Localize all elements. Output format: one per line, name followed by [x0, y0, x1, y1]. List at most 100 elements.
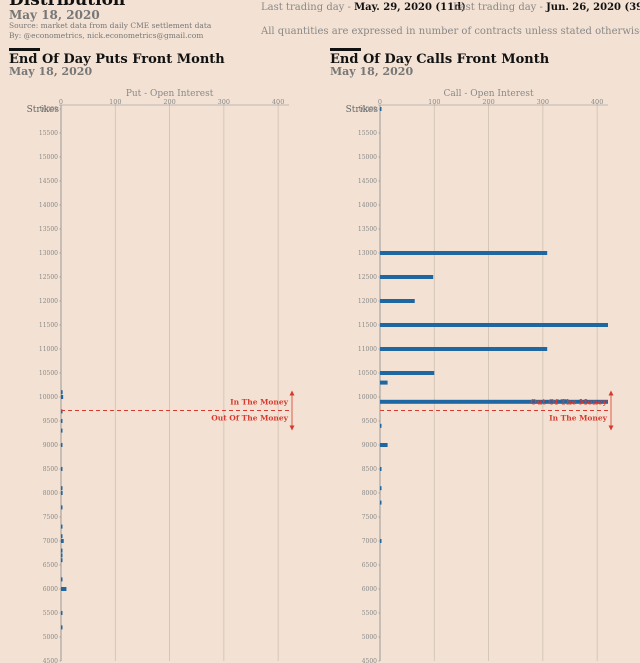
- puts-bar: [61, 428, 63, 433]
- puts-y-axis-label: Strikes: [27, 105, 60, 115]
- puts-y-tick-label: 16000: [39, 106, 58, 113]
- calls-x-axis-label: Call - Open Interest: [444, 89, 534, 99]
- calls-y-tick-label: 8000: [362, 490, 377, 497]
- puts-last-trading-value: May. 29, 2020 (11d): [354, 2, 466, 13]
- puts-bar: [61, 443, 63, 447]
- puts-y-tick-label: 7000: [43, 538, 58, 545]
- puts-y-tick-label: 5500: [43, 610, 58, 617]
- puts-y-tick-label: 11000: [39, 346, 58, 353]
- puts-panel-title: End Of Day Puts Front Month: [9, 52, 225, 67]
- puts-x-tick-label: 300: [218, 98, 230, 106]
- source-line: Source: market data from daily CME settl…: [9, 21, 212, 30]
- puts-x-tick-label: 100: [109, 98, 121, 106]
- calls-panel-date: May 18, 2020: [330, 65, 414, 78]
- puts-y-tick-label: 12500: [39, 274, 58, 281]
- calls-annotation-below: In The Money: [549, 413, 608, 422]
- calls-y-tick-label: 5500: [362, 610, 377, 617]
- puts-y-tick-label: 4500: [43, 658, 58, 663]
- calls-threshold-arrow-down: [608, 425, 614, 431]
- calls-title-rule: [330, 48, 361, 51]
- calls-x-tick-label: 100: [428, 98, 440, 106]
- calls-y-tick-label: 5000: [362, 634, 377, 641]
- puts-last-trading-day: Last trading day - May. 29, 2020 (11d): [261, 2, 466, 13]
- calls-y-tick-label: 15500: [358, 130, 377, 137]
- calls-bar: [380, 399, 608, 404]
- main-title: Distribution: [9, 0, 126, 10]
- calls-threshold-arrow-up: [608, 390, 614, 396]
- calls-bar: [380, 443, 388, 447]
- puts-annotation-below: Out Of The Money: [211, 413, 288, 422]
- units-note: All quantities are expressed in number o…: [261, 26, 640, 37]
- puts-y-tick-label: 10500: [39, 370, 58, 377]
- calls-annotation-above: Out Of The Money: [530, 397, 607, 406]
- puts-y-tick-label: 8500: [43, 466, 58, 473]
- calls-y-tick-label: 16000: [358, 106, 377, 113]
- puts-bar: [61, 534, 63, 539]
- calls-bar: [380, 251, 548, 255]
- calls-bar: [380, 467, 382, 471]
- calls-last-trading-value: Jun. 26, 2020 (39d): [546, 2, 640, 13]
- puts-y-tick-label: 10000: [39, 394, 58, 401]
- calls-y-tick-label: 9500: [362, 418, 377, 425]
- calls-x-tick-label: 0: [378, 98, 382, 106]
- calls-y-axis-label: Strikes: [346, 105, 379, 115]
- calls-bar: [380, 299, 415, 303]
- calls-y-tick-label: 10000: [358, 394, 377, 401]
- puts-y-tick-label: 14500: [39, 178, 58, 185]
- puts-threshold-arrow-down: [289, 425, 295, 431]
- calls-y-tick-label: 6000: [362, 586, 377, 593]
- calls-y-tick-label: 10500: [358, 370, 377, 377]
- puts-y-tick-label: 13000: [39, 250, 58, 257]
- calls-y-tick-label: 12500: [358, 274, 377, 281]
- puts-y-tick-label: 5000: [43, 634, 58, 641]
- puts-y-tick-label: 11500: [39, 322, 58, 329]
- puts-bar: [61, 419, 63, 423]
- calls-y-tick-label: 8500: [362, 466, 377, 473]
- calls-y-tick-label: 13500: [358, 226, 377, 233]
- puts-last-trading-label: Last trading day -: [261, 2, 355, 13]
- header-date: May 18, 2020: [9, 8, 100, 22]
- puts-bar: [61, 577, 63, 582]
- puts-bar: [61, 390, 63, 395]
- puts-x-tick-label: 0: [59, 98, 63, 106]
- puts-x-tick-label: 400: [272, 98, 284, 106]
- calls-y-tick-label: 4500: [362, 658, 377, 663]
- calls-x-tick-label: 200: [482, 98, 494, 106]
- calls-y-tick-label: 6500: [362, 562, 377, 569]
- calls-x-tick-label: 300: [537, 98, 549, 106]
- calls-x-tick-label: 400: [591, 98, 603, 106]
- puts-bar: [61, 558, 63, 563]
- puts-bar: [61, 625, 63, 630]
- puts-bar: [61, 395, 64, 399]
- puts-panel-date: May 18, 2020: [9, 65, 93, 78]
- calls-panel-title: End Of Day Calls Front Month: [330, 52, 550, 67]
- puts-bar: [61, 486, 63, 491]
- calls-bar: [380, 347, 548, 351]
- calls-y-tick-label: 15000: [358, 154, 377, 161]
- puts-bar: [61, 539, 64, 543]
- puts-bar: [61, 524, 63, 529]
- puts-annotation-above: In The Money: [230, 397, 289, 406]
- calls-bar: [380, 423, 382, 428]
- calls-bar: [380, 323, 608, 327]
- calls-last-trading-day: Last trading day - Jun. 26, 2020 (39d): [453, 2, 640, 13]
- puts-y-tick-label: 14000: [39, 202, 58, 209]
- calls-y-tick-label: 9000: [362, 442, 377, 449]
- calls-bar: [380, 486, 382, 491]
- puts-y-tick-label: 15500: [39, 130, 58, 137]
- puts-y-tick-label: 9500: [43, 418, 58, 425]
- puts-bar: [61, 548, 63, 553]
- byline: By: @econometrics, nick.econometrics@gma…: [9, 31, 204, 40]
- puts-bar: [61, 505, 63, 510]
- puts-bar: [61, 587, 67, 591]
- puts-bar: [61, 467, 63, 471]
- puts-threshold-arrow-up: [289, 390, 295, 396]
- puts-y-tick-label: 9000: [43, 442, 58, 449]
- puts-x-tick-label: 200: [163, 98, 175, 106]
- puts-bar: [61, 611, 63, 615]
- puts-y-tick-label: 12000: [39, 298, 58, 305]
- puts-y-tick-label: 15000: [39, 154, 58, 161]
- calls-bar: [380, 539, 382, 543]
- puts-y-tick-label: 7500: [43, 514, 58, 521]
